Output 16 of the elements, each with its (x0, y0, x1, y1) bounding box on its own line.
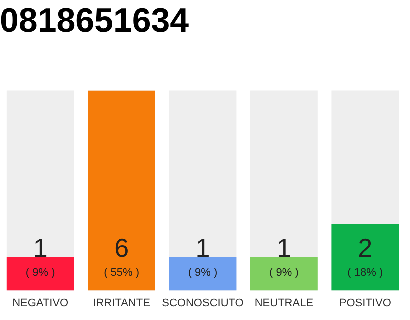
x-tick-label: NEUTRALE (254, 297, 314, 310)
annotation: ( 9% ) (26, 266, 56, 279)
x-tick-label: SCONOSCIUTO (162, 297, 244, 310)
data-label: 1 (276, 232, 292, 263)
x-tick-label: POSITIVO (339, 297, 392, 310)
data-label: 2 (358, 232, 373, 263)
annotation: ( 55% ) (104, 266, 140, 279)
annotation: ( 9% ) (188, 266, 218, 279)
annotation: ( 9% ) (270, 266, 299, 279)
chart-title: 0818651634 (0, 2, 190, 40)
x-tick-label: NEGATIVO (12, 297, 70, 310)
x-tick-label: IRRITANTE (93, 297, 150, 310)
annotation: ( 18% ) (348, 266, 384, 279)
data-label: 1 (196, 232, 210, 263)
data-label: 6 (114, 232, 130, 263)
data-label: 1 (33, 232, 48, 263)
